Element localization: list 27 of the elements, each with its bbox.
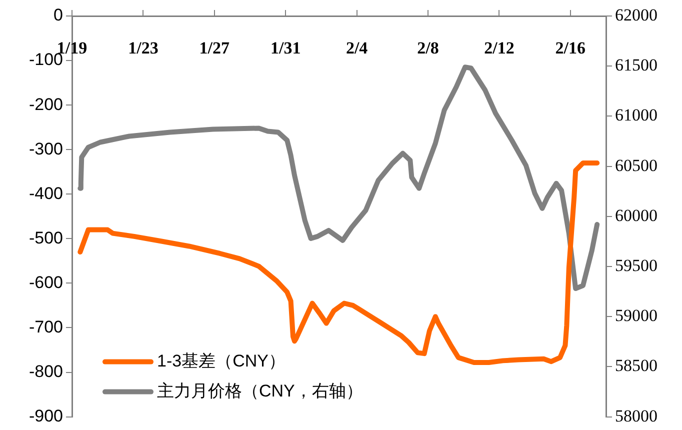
y-tick-label: -600 [28,272,63,292]
y-tick-label: -400 [28,184,63,203]
x-tick-label: 1/23 [128,38,158,58]
x-tick-label: 2/4 [346,38,368,58]
legend-label: 主力月价格（CNY，右轴） [157,381,363,400]
y2-tick-label: 59500 [615,256,658,275]
y-tick-label: -700 [28,317,63,336]
x-tick-label: 1/31 [270,38,301,58]
y2-tick-label: 59000 [615,306,658,326]
y2-tick-label: 60000 [615,206,658,225]
y2-tick-label: 58500 [615,356,658,376]
x-tick-label: 2/16 [555,38,586,58]
y2-tick-label: 58000 [615,406,658,426]
y-tick-label: -500 [28,228,63,248]
y-tick-label: -900 [28,406,63,426]
y2-tick-label: 60500 [615,156,658,175]
legend-label: 1-3基差（CNY） [157,351,286,370]
y2-tick-label: 61000 [615,106,658,125]
y-tick-label: -200 [28,94,63,114]
y-tick-label: -300 [28,139,63,158]
y-tick-label: -800 [28,362,63,381]
x-tick-label: 2/8 [417,38,439,58]
x-tick-label: 2/12 [484,38,514,58]
y2-tick-label: 61500 [615,56,658,75]
y2-tick-label: 62000 [615,5,658,24]
y-tick-label: 0 [54,6,63,25]
x-tick-label: 1/27 [199,38,230,58]
